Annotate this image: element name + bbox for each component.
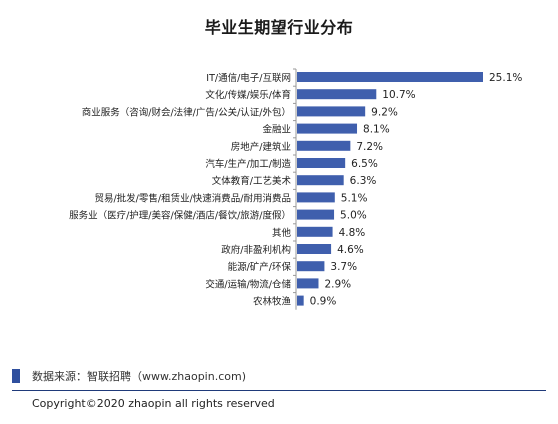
category-label: 其他 <box>272 227 292 239</box>
category-label: IT/通信/电子/互联网 <box>206 72 291 84</box>
category-label: 汽车/生产/加工/制造 <box>205 158 291 170</box>
value-label: 25.1% <box>489 72 522 84</box>
bar <box>297 209 335 220</box>
bar <box>297 226 333 237</box>
category-label: 文化/传媒/娱乐/体育 <box>205 89 291 101</box>
bar <box>297 192 335 203</box>
category-label: 房地产/建筑业 <box>231 141 291 153</box>
bar <box>297 140 351 151</box>
category-label: 服务业（医疗/护理/美容/保健/酒店/餐饮/旅游/度假） <box>69 210 291 222</box>
value-label: 4.8% <box>339 227 366 239</box>
value-label: 3.7% <box>330 261 357 273</box>
value-label: 5.0% <box>340 210 367 222</box>
source-marker-icon <box>12 369 20 383</box>
value-label: 0.9% <box>310 296 337 308</box>
bar-chart: IT/通信/电子/互联网 25.1% 文化/传媒/娱乐/体育 10.7% 商业服务（咨询… <box>69 68 522 310</box>
bar <box>297 261 325 272</box>
bar <box>297 158 346 168</box>
category-label: 商业服务（咨询/财会/法律/广告/公关/认证/外包） <box>82 106 291 118</box>
bar <box>297 278 319 289</box>
copyright-text: Copyright©2020 zhaopin all rights reserv… <box>32 397 275 410</box>
category-label: 贸易/批发/零售/租赁业/快速消费品/耐用消费品 <box>94 192 291 204</box>
category-label: 政府/非盈利机构 <box>221 244 291 256</box>
category-label: 交通/运输/物流/仓储 <box>205 278 291 290</box>
bar <box>297 72 483 82</box>
bar <box>297 106 366 117</box>
chart-title: 毕业生期望行业分布 <box>204 18 354 37</box>
value-label: 4.6% <box>337 244 364 256</box>
value-label: 9.2% <box>371 106 398 118</box>
value-label: 2.9% <box>324 278 351 290</box>
bar <box>297 295 304 306</box>
data-source-text: 数据来源：智联招聘（www.zhaopin.com) <box>32 370 246 383</box>
value-label: 10.7% <box>382 89 415 101</box>
value-label: 8.1% <box>363 124 390 136</box>
value-label: 7.2% <box>356 141 383 153</box>
bar <box>297 123 358 134</box>
data-source: 数据来源：智联招聘（www.zhaopin.com) <box>12 368 246 384</box>
footer-divider <box>12 390 546 391</box>
category-label: 文体教育/工艺美术 <box>212 175 292 187</box>
category-label: 农林牧渔 <box>253 296 292 308</box>
bar <box>297 175 344 186</box>
value-label: 6.3% <box>350 175 377 187</box>
category-label: 金融业 <box>262 124 291 136</box>
value-label: 6.5% <box>351 158 378 170</box>
bar <box>297 244 332 254</box>
value-label: 5.1% <box>341 192 368 204</box>
bar <box>297 89 377 100</box>
category-label: 能源/矿产/环保 <box>228 261 292 273</box>
